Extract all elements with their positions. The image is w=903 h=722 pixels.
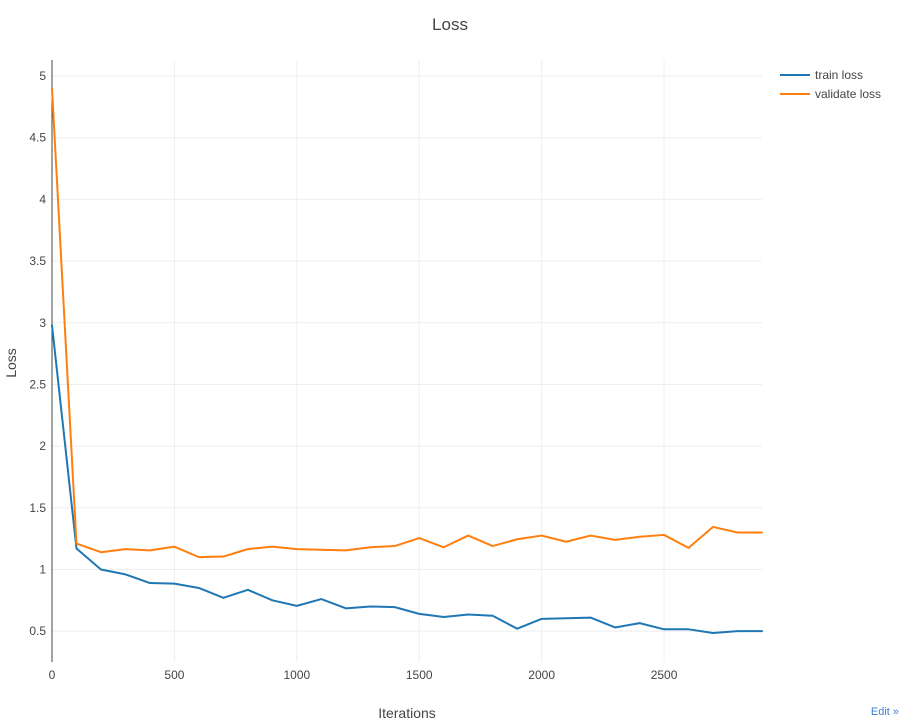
x-tick-label: 500 xyxy=(164,668,184,682)
y-tick-label: 5 xyxy=(39,69,46,83)
y-tick-label: 2.5 xyxy=(29,377,46,391)
x-tick-label: 2000 xyxy=(528,668,555,682)
y-tick-label: 4.5 xyxy=(29,131,46,145)
y-tick-label: 4 xyxy=(39,192,46,206)
legend-item-validate-loss[interactable]: validate loss xyxy=(780,87,881,101)
legend-label: validate loss xyxy=(815,87,881,101)
tick-labels: 0.5 1 1.5 2 2.5 3 3.5 4 4.5 5 0 500 1000 1500 2000 2500 xyxy=(29,69,677,682)
x-axis-title: Iterations xyxy=(378,705,436,721)
legend-item-train-loss[interactable]: train loss xyxy=(780,68,863,82)
x-tick-label: 0 xyxy=(49,668,56,682)
edit-link[interactable]: Edit » xyxy=(870,706,899,718)
gridlines xyxy=(52,60,762,662)
y-tick-label: 3 xyxy=(39,316,46,330)
chart-title: Loss xyxy=(432,15,468,34)
legend-label: train loss xyxy=(815,68,863,82)
y-axis-title: Loss xyxy=(3,348,19,378)
x-tick-label: 1000 xyxy=(283,668,310,682)
y-tick-label: 1.5 xyxy=(29,501,46,515)
y-tick-label: 1 xyxy=(39,562,46,576)
x-tick-label: 1500 xyxy=(406,668,433,682)
x-tick-label: 2500 xyxy=(651,668,678,682)
y-tick-label: 3.5 xyxy=(29,254,46,268)
series-line-train-loss xyxy=(51,324,763,635)
series-line-validate-loss xyxy=(51,87,763,559)
legend[interactable]: train loss validate loss xyxy=(780,68,881,101)
y-tick-label: 2 xyxy=(39,439,46,453)
y-tick-label: 0.5 xyxy=(29,624,46,638)
series-lines xyxy=(51,87,763,635)
